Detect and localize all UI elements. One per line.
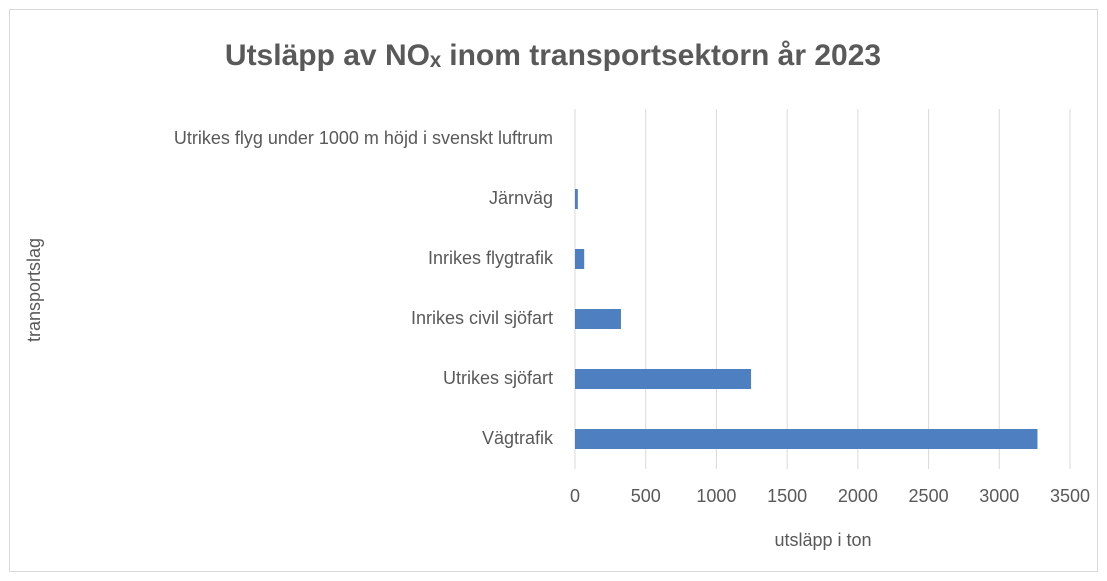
y-tick-label: Inrikes flygtrafik bbox=[428, 248, 554, 268]
x-tick-label: 2000 bbox=[838, 486, 878, 506]
bar bbox=[575, 369, 752, 389]
bar bbox=[575, 309, 621, 329]
bar bbox=[575, 249, 585, 269]
y-axis-label: transportslag bbox=[24, 238, 44, 342]
y-tick-label: Utrikes sjöfart bbox=[443, 368, 553, 388]
y-tick-label: Utrikes flyg under 1000 m höjd i svenskt… bbox=[174, 128, 553, 148]
bar bbox=[575, 189, 578, 209]
x-tick-label: 1500 bbox=[767, 486, 807, 506]
x-tick-label: 3500 bbox=[1050, 486, 1090, 506]
x-axis-label: utsläpp i ton bbox=[774, 530, 871, 550]
chart-border bbox=[9, 9, 1098, 572]
y-tick-label: Vägtrafik bbox=[482, 428, 554, 448]
x-tick-label: 3000 bbox=[979, 486, 1019, 506]
bar bbox=[575, 429, 1038, 449]
x-tick-label: 2500 bbox=[909, 486, 949, 506]
chart-title: Utsläpp av NOₓ inom transportsektorn år … bbox=[225, 39, 881, 72]
x-tick-label: 1000 bbox=[696, 486, 736, 506]
y-tick-label: Järnväg bbox=[489, 188, 553, 208]
y-tick-label: Inrikes civil sjöfart bbox=[411, 308, 553, 328]
x-tick-label: 0 bbox=[570, 486, 580, 506]
x-tick-label: 500 bbox=[631, 486, 661, 506]
